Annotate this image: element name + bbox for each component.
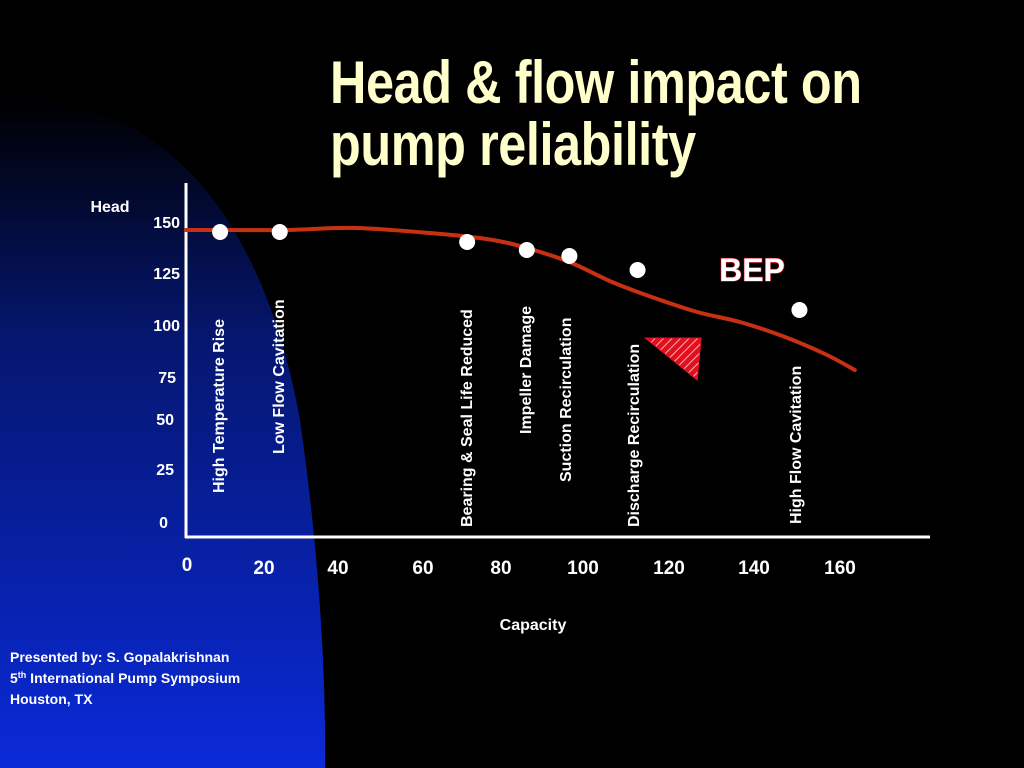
x-tick-label: 100: [567, 558, 599, 579]
marker-label: High Temperature Rise: [211, 319, 228, 493]
x-tick-label: 40: [327, 558, 348, 579]
swoosh-shape: [0, 99, 326, 768]
marker-label: Low Flow Cavitation: [271, 299, 288, 454]
y-tick-label: 100: [153, 318, 180, 335]
bep-marker: [643, 337, 702, 381]
x-tick-label: 0: [182, 555, 193, 576]
marker-point: [459, 234, 476, 250]
title-line-1: Head & flow impact on: [330, 49, 862, 116]
y-tick-label: 150: [153, 215, 180, 232]
x-tick-label: 20: [253, 558, 274, 579]
event-name: International Pump Symposium: [26, 670, 241, 686]
marker-point: [271, 224, 288, 240]
marker-label: Bearing & Seal Life Reduced: [459, 309, 476, 527]
marker-label: Discharge Recirculation: [626, 344, 643, 527]
marker-point: [212, 224, 229, 240]
event-line: 5th International Pump Symposium: [10, 668, 240, 689]
marker-point: [629, 262, 646, 278]
event-ordinal-suffix: th: [17, 670, 27, 680]
location-line: Houston, TX: [10, 691, 93, 707]
slide-title: Head & flow impact on pump reliability: [330, 52, 901, 176]
title-line-2: pump reliability: [330, 111, 696, 178]
marker-point: [561, 248, 578, 264]
presentation-credits: Presented by: S. Gopalakrishnan 5th Inte…: [10, 647, 240, 710]
y-tick-label: 125: [153, 266, 180, 283]
bep-label: BEP: [719, 252, 785, 288]
y-tick-label: 25: [156, 462, 174, 479]
marker-label: High Flow Cavitation: [788, 366, 805, 524]
y-axis-title: Head: [90, 199, 129, 216]
marker-label: Suction Recirculation: [558, 318, 575, 482]
x-tick-label: 140: [738, 558, 770, 579]
marker-point: [791, 302, 808, 318]
presenter-line: Presented by: S. Gopalakrishnan: [10, 649, 230, 665]
marker-point: [518, 242, 535, 258]
x-tick-label: 80: [490, 558, 511, 579]
y-tick-label: 0: [159, 515, 168, 532]
x-tick-label: 160: [824, 558, 856, 579]
y-tick-label: 75: [158, 370, 176, 387]
x-tick-label: 60: [412, 558, 433, 579]
marker-label: Impeller Damage: [518, 306, 535, 434]
x-tick-label: 120: [653, 558, 685, 579]
y-tick-label: 50: [156, 412, 174, 429]
event-ordinal: 5: [10, 670, 18, 686]
x-axis-title: Capacity: [500, 617, 567, 634]
